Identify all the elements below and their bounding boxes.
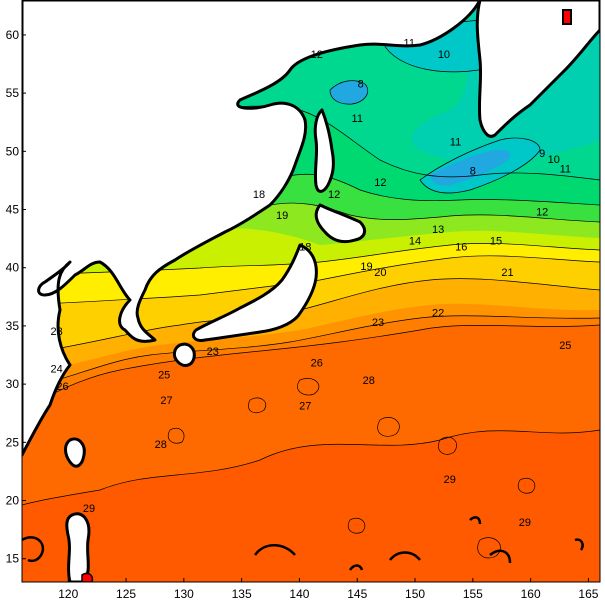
contour-label: 19 xyxy=(360,261,372,273)
y-tick-label: 25 xyxy=(6,435,20,449)
contour-label: 8 xyxy=(470,166,476,178)
contour-label: 28 xyxy=(155,439,167,451)
y-tick-label: 60 xyxy=(6,28,20,42)
contour-label: 13 xyxy=(432,224,444,236)
contour-label: 21 xyxy=(501,267,513,279)
x-axis: 120 125 130 135 140 145 150 155 160 165 xyxy=(58,578,599,601)
land-kyushu xyxy=(172,342,196,367)
contour-label: 26 xyxy=(311,358,323,370)
contour-label: 18 xyxy=(253,189,265,201)
isotherm-29-bold xyxy=(22,516,584,571)
x-tick-label: 150 xyxy=(405,587,425,601)
contour-label: 16 xyxy=(455,241,467,253)
contour-label: 26 xyxy=(56,381,68,393)
contour-label: 12 xyxy=(311,49,323,61)
contour-label: 19 xyxy=(276,210,288,222)
contour-label: 29 xyxy=(444,474,456,486)
contour-label: 10 xyxy=(438,49,450,61)
contour-label: 9 xyxy=(539,148,545,160)
land-taiwan xyxy=(64,437,86,468)
y-tick-label: 30 xyxy=(6,377,20,391)
contour-label: 29 xyxy=(83,503,95,515)
contour-label: 25 xyxy=(158,369,170,381)
y-tick-label: 55 xyxy=(6,86,20,100)
x-tick-label: 140 xyxy=(289,587,309,601)
contour-label: 12 xyxy=(536,206,548,218)
land-kamchatka xyxy=(475,0,600,138)
contour-label: 10 xyxy=(548,154,560,166)
contour-label: 8 xyxy=(358,78,364,90)
hotspot-top-right xyxy=(562,9,572,25)
contour-label: 29 xyxy=(519,517,531,529)
land-masses xyxy=(22,0,600,582)
contour-label: 27 xyxy=(160,395,172,407)
x-tick-label: 155 xyxy=(463,587,483,601)
hotspot-bottom-left xyxy=(81,572,94,582)
contour-label: 23 xyxy=(207,346,219,358)
x-tick-label: 120 xyxy=(58,587,78,601)
contour-label: 27 xyxy=(299,401,311,413)
contour-label: 18 xyxy=(299,241,311,253)
contour-label: 11 xyxy=(352,113,363,125)
contour-label: 14 xyxy=(409,235,421,247)
contour-label: 11 xyxy=(560,163,571,175)
y-tick-label: 15 xyxy=(6,552,20,566)
contour-label: 23 xyxy=(51,326,63,338)
y-axis: 15 20 25 30 35 40 45 50 55 60 xyxy=(6,28,26,566)
y-tick-label: 40 xyxy=(6,261,20,275)
land-luzon xyxy=(65,512,91,582)
contour-label: 11 xyxy=(404,38,415,50)
y-tick-label: 50 xyxy=(6,144,20,158)
contour-label: 24 xyxy=(51,363,63,375)
contour-label: 28 xyxy=(363,375,375,387)
x-tick-label: 135 xyxy=(232,587,252,601)
contour-label: 23 xyxy=(372,317,384,329)
y-tick-label: 45 xyxy=(6,203,20,217)
contour-label: 12 xyxy=(328,189,340,201)
contour-label: 25 xyxy=(559,340,571,352)
x-tick-label: 145 xyxy=(347,587,367,601)
y-tick-label: 20 xyxy=(6,494,20,508)
y-tick-label: 35 xyxy=(6,319,20,333)
plot-area xyxy=(22,0,600,582)
contour-label: 12 xyxy=(374,177,386,189)
x-tick-label: 165 xyxy=(578,587,598,601)
contour-label: 15 xyxy=(490,235,502,247)
x-tick-label: 130 xyxy=(174,587,194,601)
contour-label: 20 xyxy=(374,267,386,279)
land-hokkaido xyxy=(314,203,367,244)
plot-border xyxy=(21,0,601,583)
land-sakhalin xyxy=(313,108,335,193)
x-tick-label: 125 xyxy=(116,587,136,601)
x-tick-label: 160 xyxy=(521,587,541,601)
land-honshu xyxy=(191,243,318,342)
contour-label: 22 xyxy=(432,308,444,320)
land-asia-mainland xyxy=(22,0,482,457)
contour-label: 11 xyxy=(450,137,461,149)
ocean-band-8-okhotsk-north xyxy=(330,80,368,105)
